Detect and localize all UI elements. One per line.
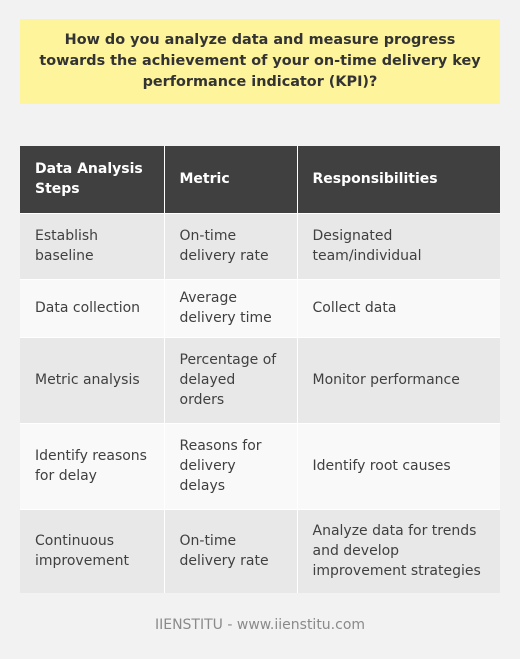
cell-responsibility: Monitor performance bbox=[297, 336, 500, 423]
cell-responsibility: Collect data bbox=[297, 278, 500, 337]
cell-metric: Percentage of delayed orders bbox=[164, 336, 298, 423]
table-row: Data collection Average delivery time Co… bbox=[20, 278, 500, 337]
header-responsibilities: Responsibilities bbox=[297, 146, 500, 213]
cell-step: Establish baseline bbox=[20, 212, 165, 279]
cell-metric: Average delivery time bbox=[164, 278, 298, 337]
cell-step: Metric analysis bbox=[20, 336, 165, 423]
kpi-table: Data Analysis Steps Metric Responsibilit… bbox=[20, 146, 500, 593]
page-title: How do you analyze data and measure prog… bbox=[39, 32, 481, 90]
cell-responsibility: Designated team/individual bbox=[297, 212, 500, 279]
footer-credit: IIENSTITU - www.iienstitu.com bbox=[154, 617, 366, 633]
cell-metric: Reasons for delivery delays bbox=[164, 422, 298, 509]
table-row: Identify reasons for delay Reasons for d… bbox=[20, 422, 500, 509]
cell-responsibility: Analyze data for trends and develop impr… bbox=[297, 508, 500, 593]
header-metric: Metric bbox=[164, 146, 298, 213]
table-row: Metric analysis Percentage of delayed or… bbox=[20, 336, 500, 423]
table-row: Establish baseline On-time delivery rate… bbox=[20, 212, 500, 279]
cell-step: Identify reasons for delay bbox=[20, 422, 165, 509]
cell-step: Data collection bbox=[20, 278, 165, 337]
header-data-analysis-steps: Data Analysis Steps bbox=[20, 146, 165, 213]
title-box: How do you analyze data and measure prog… bbox=[20, 19, 500, 104]
cell-metric: On-time delivery rate bbox=[164, 508, 298, 593]
cell-step: Continuous improvement bbox=[20, 508, 165, 593]
cell-responsibility: Identify root causes bbox=[297, 422, 500, 509]
table-row: Continuous improvement On-time delivery … bbox=[20, 508, 500, 593]
cell-metric: On-time delivery rate bbox=[164, 212, 298, 279]
table-header-row: Data Analysis Steps Metric Responsibilit… bbox=[20, 146, 500, 213]
